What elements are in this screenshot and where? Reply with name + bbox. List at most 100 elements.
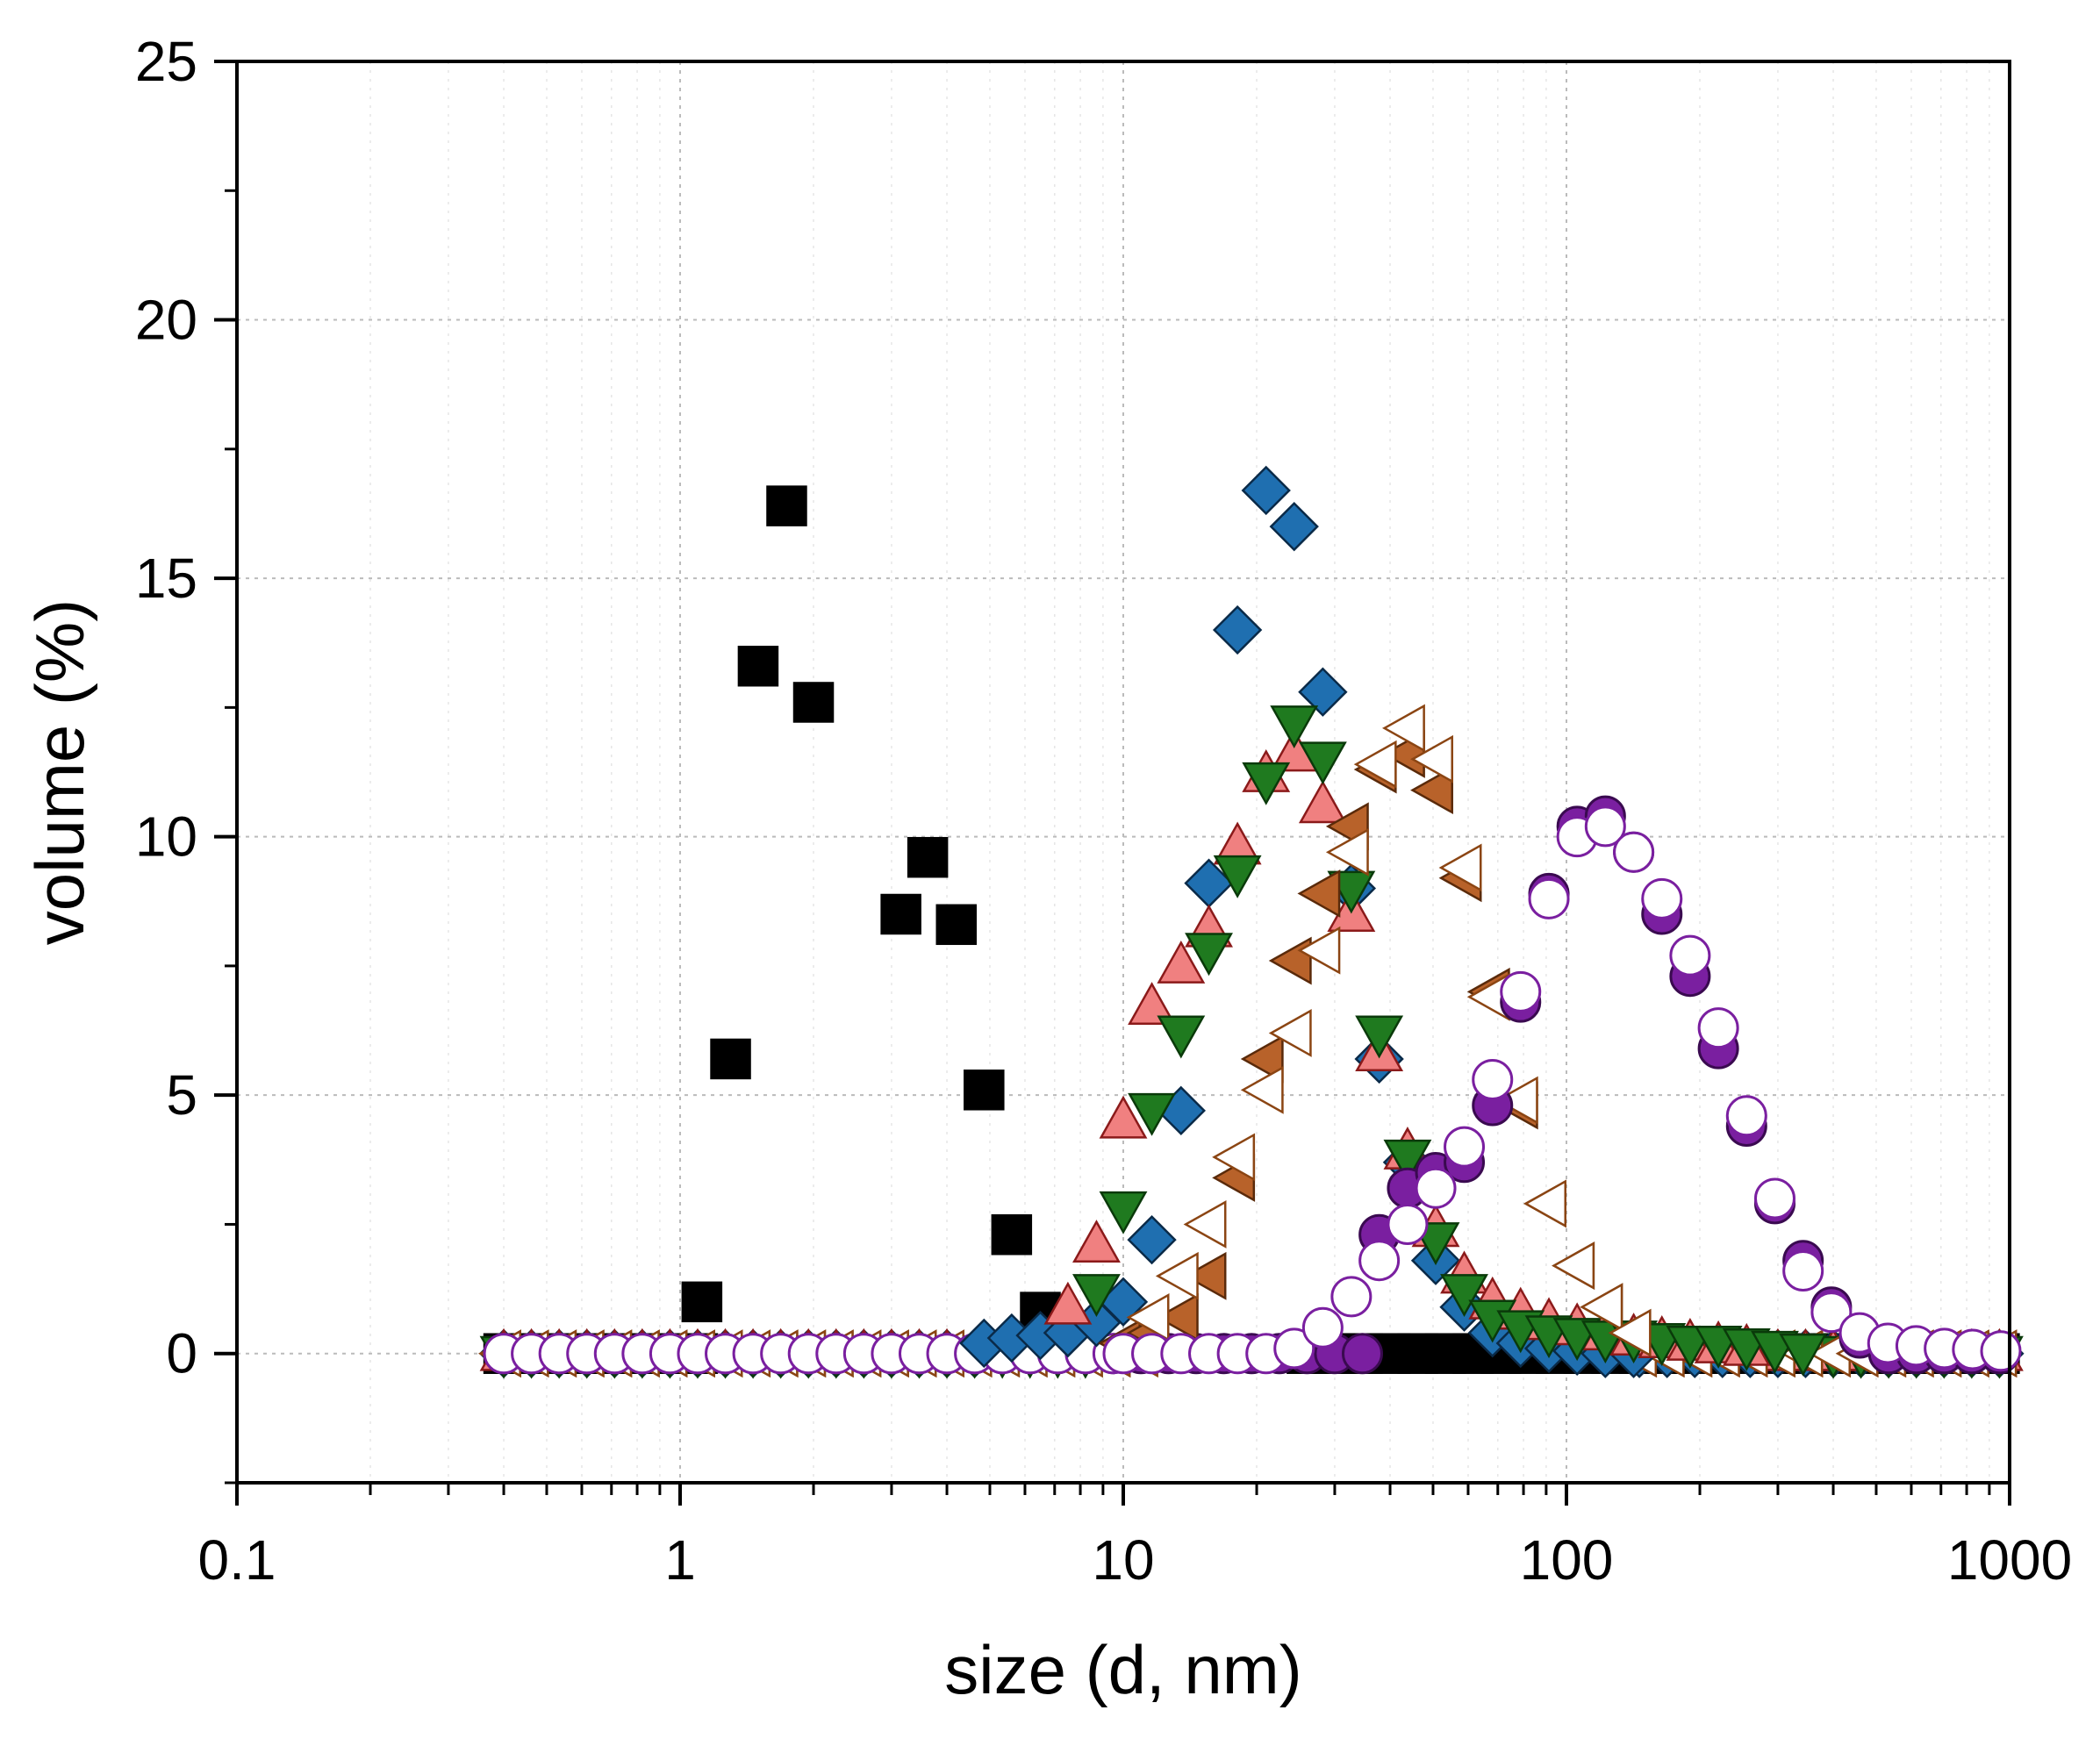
data-point xyxy=(1269,502,1319,552)
baseline-point xyxy=(1341,1333,1383,1375)
y-tick-label: 0 xyxy=(166,1322,197,1385)
data-point xyxy=(1358,1240,1401,1282)
data-point xyxy=(1297,869,1341,918)
data-point xyxy=(907,836,949,878)
data-point xyxy=(1212,1133,1256,1182)
data-point xyxy=(1415,1167,1457,1209)
data-point xyxy=(737,645,779,687)
data-point xyxy=(1980,1330,2022,1372)
data-point xyxy=(1641,877,1683,919)
data-point xyxy=(1072,1274,1121,1317)
data-point xyxy=(1268,936,1312,985)
data-point xyxy=(1297,926,1341,975)
data-point xyxy=(1753,1177,1795,1220)
data-point xyxy=(1155,1293,1199,1342)
data-point xyxy=(1240,1065,1284,1114)
data-point xyxy=(1099,1095,1148,1139)
y-tick-label: 10 xyxy=(135,805,197,869)
data-point xyxy=(1440,1274,1488,1317)
data-point xyxy=(1298,667,1348,717)
y-tick-label: 15 xyxy=(135,547,197,610)
data-point xyxy=(1185,933,1233,977)
data-point xyxy=(1669,934,1711,977)
data-point xyxy=(1157,1015,1206,1059)
data-point xyxy=(1099,1191,1148,1234)
data-point xyxy=(1301,1306,1344,1349)
data-point xyxy=(1183,1251,1227,1300)
y-tick-label: 20 xyxy=(135,289,197,352)
data-point xyxy=(1810,1291,1853,1334)
y-axis-label: volume (%) xyxy=(21,599,98,945)
data-point xyxy=(1128,982,1176,1025)
data-point xyxy=(1608,1308,1652,1357)
gridlines xyxy=(237,61,2010,1483)
y-tick-label: 25 xyxy=(135,30,197,93)
data-point xyxy=(1242,762,1291,805)
series-6 xyxy=(1126,704,1652,1357)
data-point xyxy=(1580,1283,1623,1332)
x-tick-label: 1 xyxy=(664,1528,696,1592)
data-point xyxy=(1355,1015,1404,1059)
data-point xyxy=(1155,1251,1199,1300)
data-point xyxy=(880,893,921,935)
data-point xyxy=(1157,940,1206,984)
x-tick-label: 10 xyxy=(1092,1528,1154,1592)
data-point xyxy=(1268,1009,1312,1057)
data-point xyxy=(1127,1214,1177,1265)
data-point xyxy=(766,485,807,526)
data-point xyxy=(935,904,977,946)
data-point xyxy=(1043,1281,1093,1325)
data-point xyxy=(1298,741,1347,785)
data-point xyxy=(1381,704,1425,753)
data-point xyxy=(1072,1220,1121,1263)
data-point xyxy=(1325,827,1369,876)
data-point xyxy=(1383,1139,1432,1183)
data-point xyxy=(1494,1076,1538,1125)
data-point xyxy=(1410,734,1453,783)
data-point xyxy=(1273,1327,1315,1370)
x-tick-label: 0.1 xyxy=(198,1528,276,1592)
data-point xyxy=(1212,605,1263,655)
data-point xyxy=(1584,805,1626,848)
data-point xyxy=(1387,1203,1429,1245)
data-point xyxy=(1500,970,1542,1012)
data-point xyxy=(1241,465,1291,516)
data-point xyxy=(1472,1059,1514,1101)
data-point xyxy=(1779,1333,1828,1377)
x-axis-ticks: 0.1 1 10 100 1000 xyxy=(198,1483,2072,1592)
data-point xyxy=(964,1070,1005,1111)
data-point xyxy=(1128,1092,1176,1136)
data-point xyxy=(1523,1179,1566,1228)
data-point xyxy=(1270,705,1319,748)
data-point xyxy=(1444,1126,1486,1168)
data-point xyxy=(1298,780,1347,824)
data-point xyxy=(991,1213,1033,1256)
y-tick-label: 5 xyxy=(166,1063,197,1127)
data-point xyxy=(1528,877,1570,919)
x-tick-label: 100 xyxy=(1520,1528,1614,1592)
x-tick-label: 1000 xyxy=(1947,1528,2072,1592)
data-point xyxy=(1330,1276,1373,1318)
y-axis-ticks: 0 5 10 15 20 25 xyxy=(135,30,237,1485)
data-points xyxy=(681,465,2022,1378)
data-point xyxy=(1240,1034,1284,1084)
data-point xyxy=(1126,1293,1170,1342)
data-point xyxy=(1552,1241,1595,1291)
data-point xyxy=(710,1038,751,1080)
data-point xyxy=(1697,1007,1739,1049)
data-point xyxy=(1613,831,1655,873)
series-2 xyxy=(959,465,1659,1378)
data-point xyxy=(792,682,835,723)
data-point xyxy=(1438,843,1482,892)
data-point xyxy=(1782,1249,1824,1291)
data-point xyxy=(1353,740,1397,789)
data-point xyxy=(1213,855,1262,898)
data-point xyxy=(681,1281,723,1323)
x-axis-label: size (d, nm) xyxy=(944,1631,1301,1708)
data-point xyxy=(1410,766,1453,815)
series-1 xyxy=(681,485,1061,1333)
data-point xyxy=(1183,1200,1227,1249)
series-3 xyxy=(1043,728,1771,1366)
data-point xyxy=(1725,1095,1767,1137)
